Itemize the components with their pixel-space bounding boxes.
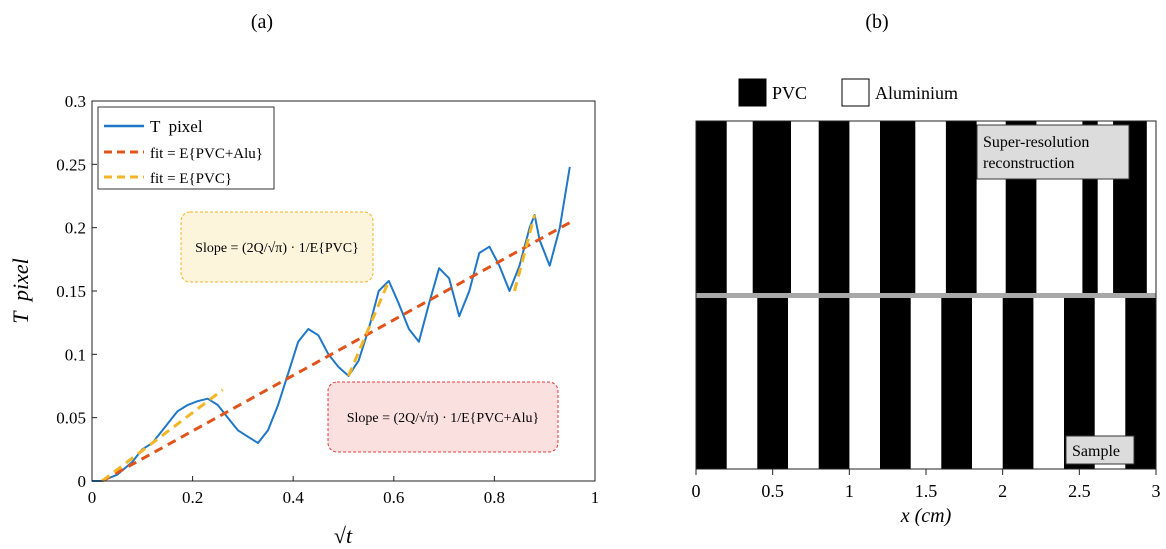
legend-label-fit-all: fit = E{PVC+Alu} — [150, 146, 263, 162]
chart-a-xlabel: √t — [334, 523, 353, 548]
chart-a-ylabel: T pixel — [8, 258, 33, 324]
chart-a-ytick-label: 0.3 — [65, 92, 86, 111]
chart-a-legend: T pixel fit = E{PVC+Alu} fit = E{PVC} — [97, 106, 275, 190]
chart-a-xtick-label: 1 — [591, 488, 600, 507]
chart-b-xtick-label: 3 — [1152, 481, 1161, 501]
series-fit-pvc-segment — [101, 388, 224, 483]
annotation-alu-text: Slope = (2Q/√π) · 1/E{PVC+Alu} — [347, 411, 540, 426]
chart-b-xtick-label: 0.5 — [761, 481, 784, 501]
annotation-alu: Slope = (2Q/√π) · 1/E{PVC+Alu} — [327, 381, 559, 453]
pvc-stripe — [818, 121, 850, 293]
chart-a-ytick-label: 0 — [78, 472, 87, 491]
chart-b-xtick-label: 1.5 — [915, 481, 938, 501]
pvc-stripe — [696, 121, 727, 293]
chart-a-xtick-label: 0.4 — [283, 488, 305, 507]
pvc-stripe — [880, 121, 916, 293]
chart-a-frame — [91, 100, 596, 482]
chart-b-xtick-label: 1 — [845, 481, 854, 501]
chart-a-ytick-label: 0.1 — [65, 345, 86, 364]
legend-label-aluminium: Aluminium — [875, 83, 958, 103]
pvc-stripe — [757, 298, 788, 469]
label-box-reconstruction — [976, 124, 1130, 180]
chart-a-legend-box — [97, 106, 275, 190]
panel-label-a: (a) — [251, 11, 273, 33]
chart-a-ytick-label: 0.25 — [56, 155, 86, 174]
series-t-pixel-line — [92, 166, 571, 482]
pvc-stripe — [880, 298, 911, 469]
panel-label-b: (b) — [865, 11, 888, 33]
series-fit-pvc-segment — [347, 280, 391, 377]
label-reconstruction-line2: reconstruction — [983, 155, 1075, 172]
annotation-pvc: Slope = (2Q/√π) · 1/E{PVC} — [180, 211, 374, 283]
chart-a-xtick-label: 0.8 — [484, 488, 505, 507]
chart-b-divider — [696, 293, 1156, 298]
chart-b-xlabel: x (cm) — [900, 505, 952, 527]
pvc-stripe — [1002, 298, 1034, 469]
pvc-stripe — [696, 298, 727, 469]
annotation-pvc-text: Slope = (2Q/√π) · 1/E{PVC} — [195, 241, 359, 256]
chart-b-xtick-label: 2.5 — [1068, 481, 1091, 501]
chart-a-ytick-label: 0.2 — [65, 219, 86, 238]
annotation-pvc-box — [180, 211, 374, 283]
legend-swatch-aluminium — [841, 78, 870, 107]
chart-a-ytick-label: 0.05 — [56, 409, 86, 428]
legend-label-pvc: PVC — [772, 83, 807, 103]
chart-b-xtick-label: 0 — [692, 481, 701, 501]
chart-b: PVC Aluminium Super-resolution reconstru… — [692, 78, 1161, 527]
chart-a-ytick-label: 0.15 — [56, 282, 86, 301]
pvc-stripe — [945, 121, 977, 293]
legend-swatch-pvc — [738, 78, 767, 107]
chart-a: 0 0.2 0.4 0.6 0.8 1 0 0.05 0.1 0.15 0.2 0.25 0.3 T p… — [8, 92, 599, 548]
annotation-alu-box — [327, 381, 559, 453]
legend-label-data: T pixel — [150, 117, 203, 136]
pvc-stripe — [941, 298, 972, 469]
label-sample: Sample — [1072, 443, 1120, 460]
label-box-sample — [1065, 435, 1135, 465]
pvc-stripe — [818, 298, 850, 469]
pvc-stripe — [752, 121, 791, 293]
chart-a-xtick-label: 0.6 — [383, 488, 404, 507]
legend-label-fit-pvc: fit = E{PVC} — [150, 171, 232, 187]
chart-a-xtick-label: 0.2 — [182, 488, 203, 507]
label-reconstruction-line1: Super-resolution — [983, 134, 1089, 151]
chart-b-xtick-label: 2 — [998, 481, 1007, 501]
chart-a-xtick-label: 0 — [88, 488, 97, 507]
series-fit-pvc-segment — [513, 214, 537, 292]
